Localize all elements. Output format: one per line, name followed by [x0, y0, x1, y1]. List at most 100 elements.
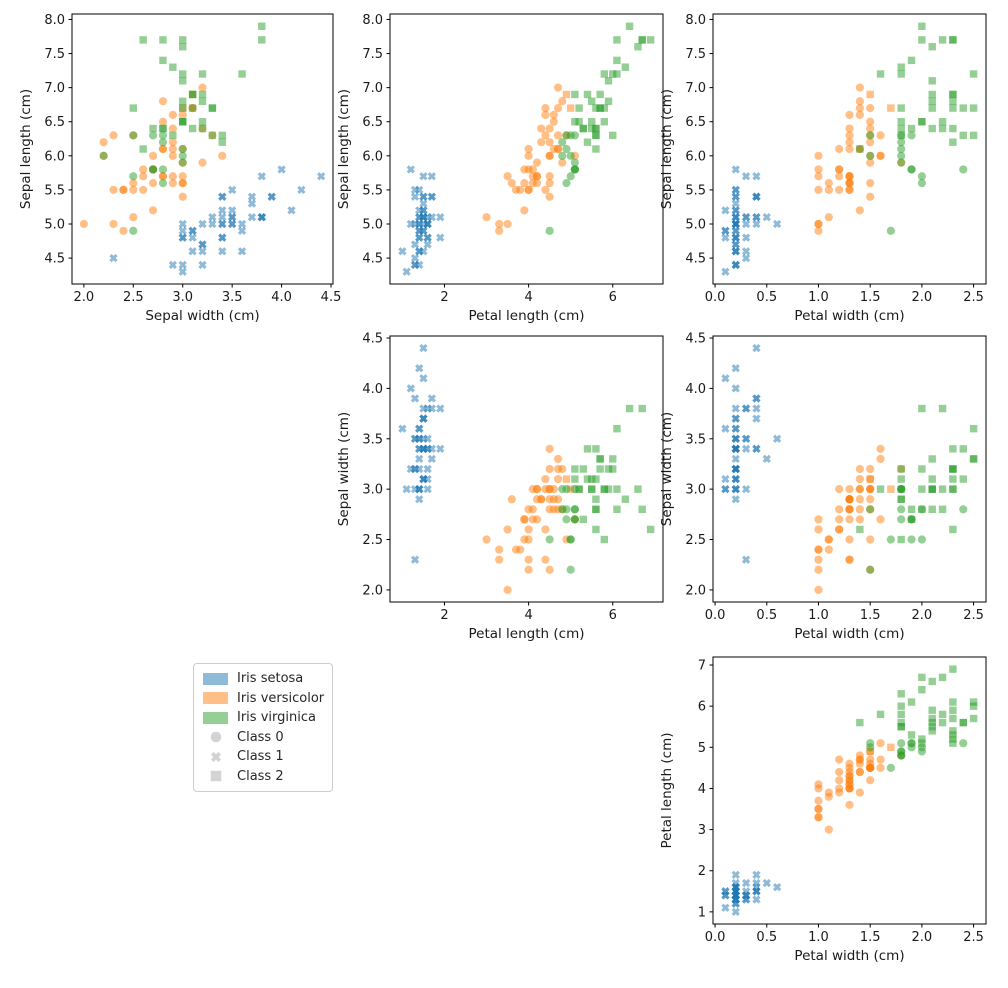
data-point	[772, 434, 782, 443]
y-tick-label: 8.0	[685, 13, 706, 28]
data-point	[928, 90, 936, 99]
data-point	[179, 36, 187, 44]
data-point	[856, 718, 864, 727]
y-tick-label: 7.0	[685, 81, 706, 96]
data-point	[969, 702, 978, 710]
data-point	[208, 219, 217, 229]
data-point	[814, 804, 823, 814]
circle-marker-icon	[203, 730, 228, 744]
y-axis-label: Sepal width (cm)	[659, 412, 675, 526]
data-point	[415, 464, 424, 474]
data-point	[297, 185, 306, 195]
data-point	[876, 454, 885, 464]
data-point	[741, 219, 751, 229]
x-tick-label: 6	[609, 608, 617, 623]
data-point	[621, 495, 630, 503]
data-point	[969, 455, 978, 463]
subplot-petal-width-vs-petal-length: 0.0 0.5 1.0 1.5 2.0 2.5 1 2 3 4 5 6 7 Petal width (cm…	[659, 656, 987, 964]
data-point	[410, 192, 420, 201]
data-point	[129, 104, 137, 112]
data-point	[752, 895, 761, 904]
data-point	[511, 185, 521, 195]
data-point	[583, 445, 592, 453]
data-point	[928, 97, 936, 105]
x-tick-label: 1.0	[808, 290, 829, 305]
data-point	[596, 465, 604, 473]
data-point	[721, 891, 730, 900]
data-point	[897, 515, 906, 524]
data-point	[731, 404, 740, 413]
y-tick-label: 7.0	[362, 81, 383, 96]
data-point	[528, 172, 537, 181]
x-axis-label: Sepal width (cm)	[145, 308, 259, 324]
data-point	[558, 97, 567, 106]
x-tick-label: 0.5	[756, 930, 777, 945]
data-point	[814, 226, 823, 235]
x-tick-label: 4.5	[321, 290, 342, 305]
data-point	[928, 43, 936, 51]
legend-label: Class 1	[237, 749, 284, 765]
data-point	[524, 535, 533, 544]
data-point	[866, 151, 875, 160]
data-point	[928, 723, 936, 731]
data-point	[886, 226, 895, 235]
x-tick-label: 2.0	[912, 608, 933, 623]
data-point	[814, 165, 823, 174]
y-tick-label: 2.5	[685, 533, 706, 548]
x-tick-label: 1.5	[860, 290, 881, 305]
data-point	[178, 172, 187, 181]
data-point	[427, 454, 436, 464]
data-point	[866, 763, 875, 772]
data-point	[949, 735, 957, 743]
data-point	[897, 702, 905, 710]
data-point	[621, 63, 630, 71]
data-point	[604, 77, 613, 85]
plot-frame	[389, 13, 664, 285]
data-point	[731, 384, 740, 393]
data-point	[907, 131, 916, 140]
data-point	[731, 213, 740, 222]
data-point	[625, 22, 634, 30]
data-point	[419, 199, 428, 208]
data-point	[410, 434, 420, 443]
data-point	[541, 131, 550, 140]
data-point	[949, 124, 957, 133]
data-point	[731, 485, 740, 494]
data-point	[897, 718, 905, 727]
data-point	[731, 219, 740, 229]
legend-label: Iris setosa	[237, 671, 304, 687]
data-point	[532, 485, 542, 494]
data-point	[524, 565, 533, 574]
x-tick-label: 4.0	[271, 290, 292, 305]
data-point	[562, 515, 571, 524]
data-point	[158, 117, 168, 126]
data-point	[866, 535, 875, 544]
data-point	[545, 138, 554, 147]
y-tick-label: 5.0	[44, 218, 65, 233]
data-point	[158, 172, 168, 181]
legend-item-class-2: Class 2	[203, 769, 328, 784]
data-point	[897, 138, 906, 147]
data-point	[436, 444, 445, 453]
data-point	[604, 465, 613, 473]
data-point	[588, 475, 596, 483]
subplot-petal-width-vs-sepal-length: 0.0 0.5 1.0 1.5 2.0 2.5 4.5 5.0 5.5 6.0 6.5 7.0 7.5 8…	[659, 13, 987, 324]
data-point	[866, 485, 875, 494]
data-point	[928, 677, 936, 686]
data-point	[553, 474, 563, 484]
data-point	[178, 178, 187, 188]
data-point	[845, 759, 854, 768]
data-point	[752, 414, 761, 423]
data-point	[959, 505, 968, 514]
data-point	[558, 485, 567, 494]
data-point	[503, 525, 512, 534]
data-point	[119, 185, 128, 195]
data-point	[188, 233, 197, 242]
x-tick-label: 0.0	[705, 930, 726, 945]
data-point	[887, 104, 895, 112]
data-point	[907, 165, 916, 174]
legend-label: Class 2	[237, 768, 284, 784]
data-point	[129, 172, 138, 181]
data-point	[887, 743, 895, 752]
data-point	[855, 206, 864, 215]
